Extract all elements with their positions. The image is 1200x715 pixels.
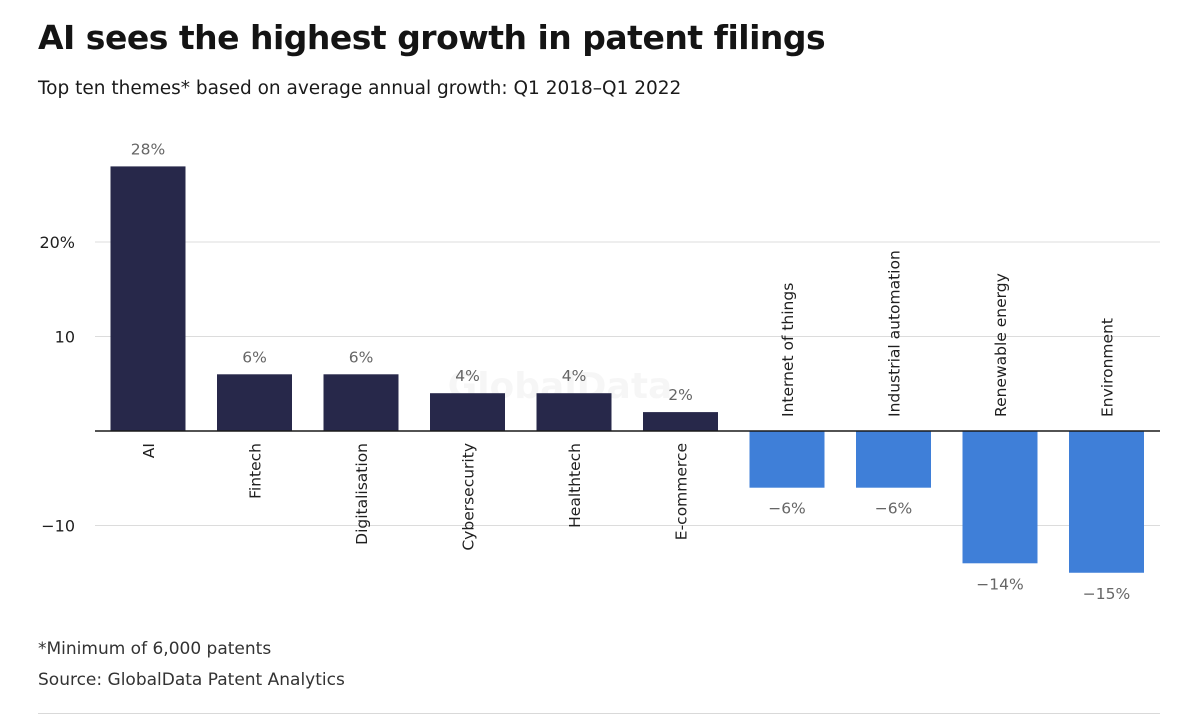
y-tick-label: 20% [39, 233, 75, 252]
category-label: Internet of things [779, 283, 797, 417]
bar-chart: GlobalData −101020%28%AI6%Fintech6%Digit… [39, 140, 1160, 603]
category-label: Digitalisation [353, 443, 371, 545]
data-label: −6% [875, 500, 913, 518]
bar-digitalisation [323, 374, 399, 431]
labels: −10 10 20% 28% AI 6% Fintech 6% Digitalisation 4%… [39, 140, 1130, 602]
bar-healthtech [536, 393, 612, 431]
y-tick-label: 10 [55, 328, 75, 347]
data-label: 6% [349, 348, 374, 366]
chart-subtitle: Top ten themes* based on average annual … [38, 78, 682, 99]
category-label: AI [140, 443, 158, 458]
data-label: 6% [242, 348, 267, 366]
data-label: −15% [1083, 585, 1130, 603]
bar-fintech [217, 374, 292, 431]
bar-internet-of-things [749, 431, 825, 488]
footnote: *Minimum of 6,000 patents [38, 639, 272, 659]
bars [95, 166, 1160, 573]
category-label: Industrial automation [886, 250, 904, 417]
chart-title: AI sees the highest growth in patent fil… [38, 18, 826, 57]
bottom-divider [38, 713, 1160, 714]
category-label: E-commerce [673, 443, 691, 540]
category-label: Healthtech [566, 443, 584, 528]
data-label: 28% [131, 140, 165, 158]
category-label: Cybersecurity [460, 443, 478, 551]
bar-ai [110, 166, 186, 431]
data-label: −14% [976, 575, 1023, 593]
category-label: Fintech [247, 443, 265, 499]
data-label: 2% [668, 386, 693, 404]
category-label: Renewable energy [992, 273, 1010, 417]
source-note: Source: GlobalData Patent Analytics [38, 670, 345, 690]
data-label: 4% [562, 367, 587, 385]
y-tick-label: −10 [41, 517, 75, 536]
bar-e-commerce [643, 412, 718, 431]
bar-industrial-automation [856, 431, 931, 488]
bar-renewable-energy [962, 431, 1038, 564]
bar-cybersecurity [430, 393, 505, 431]
bar-environment [1069, 431, 1144, 573]
data-label: −6% [768, 500, 806, 518]
category-label: Environment [1099, 318, 1117, 417]
data-label: 4% [455, 367, 480, 385]
